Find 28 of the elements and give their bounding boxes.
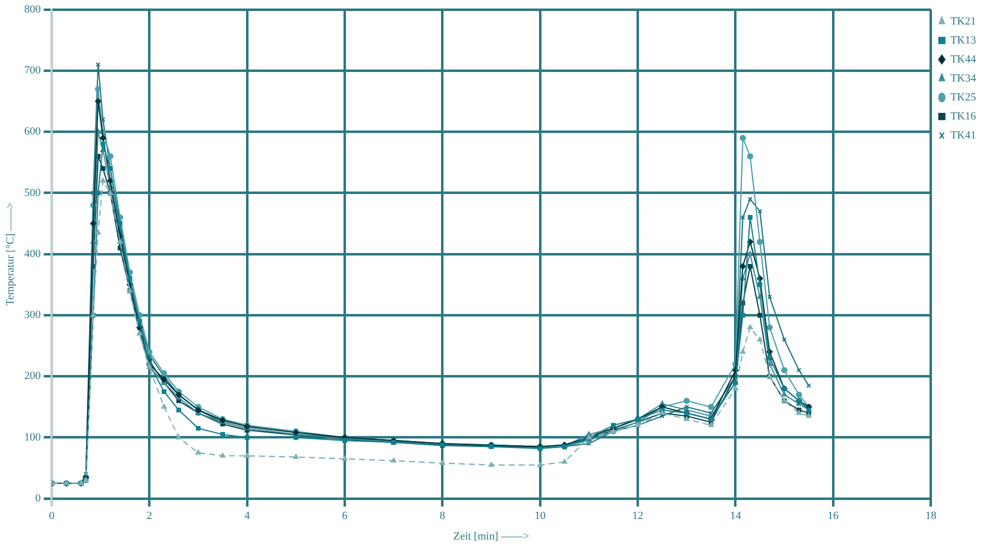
x-tick-label: 16 — [828, 510, 840, 522]
y-axis-title: Temperatur [°C] ——> — [4, 202, 16, 306]
y-tick-label: 300 — [24, 309, 42, 322]
legend-label: TK34 — [950, 72, 976, 84]
y-tick-label: 700 — [24, 64, 42, 77]
y-tick-label: 200 — [24, 370, 42, 382]
y-tick-label: 100 — [24, 431, 42, 444]
y-tick-label: 600 — [24, 126, 42, 138]
x-tick-label: 4 — [244, 510, 250, 522]
legend-label: TK21 — [950, 15, 976, 28]
x-tick-label: 12 — [632, 510, 644, 522]
x-tick-label: 18 — [925, 510, 937, 522]
y-tick-label: 0 — [35, 492, 42, 504]
y-tick-label: 800 — [24, 3, 42, 16]
legend-label: TK16 — [950, 110, 976, 122]
y-tick-label: 500 — [24, 186, 42, 199]
legend-label: TK25 — [950, 91, 976, 104]
legend-label: TK13 — [950, 34, 976, 46]
x-tick-label: 10 — [534, 510, 546, 522]
x-tick-label: 8 — [440, 510, 446, 522]
x-tick-label: 0 — [48, 510, 55, 522]
legend-label: TK41 — [950, 129, 976, 142]
x-axis-title: Zeit [min] ——> — [453, 530, 530, 542]
legend-label: TK44 — [950, 53, 976, 66]
x-tick-label: 14 — [730, 510, 742, 522]
y-tick-label: 400 — [24, 248, 42, 260]
x-tick-label: 2 — [146, 510, 152, 522]
x-tick-label: 6 — [342, 510, 348, 522]
